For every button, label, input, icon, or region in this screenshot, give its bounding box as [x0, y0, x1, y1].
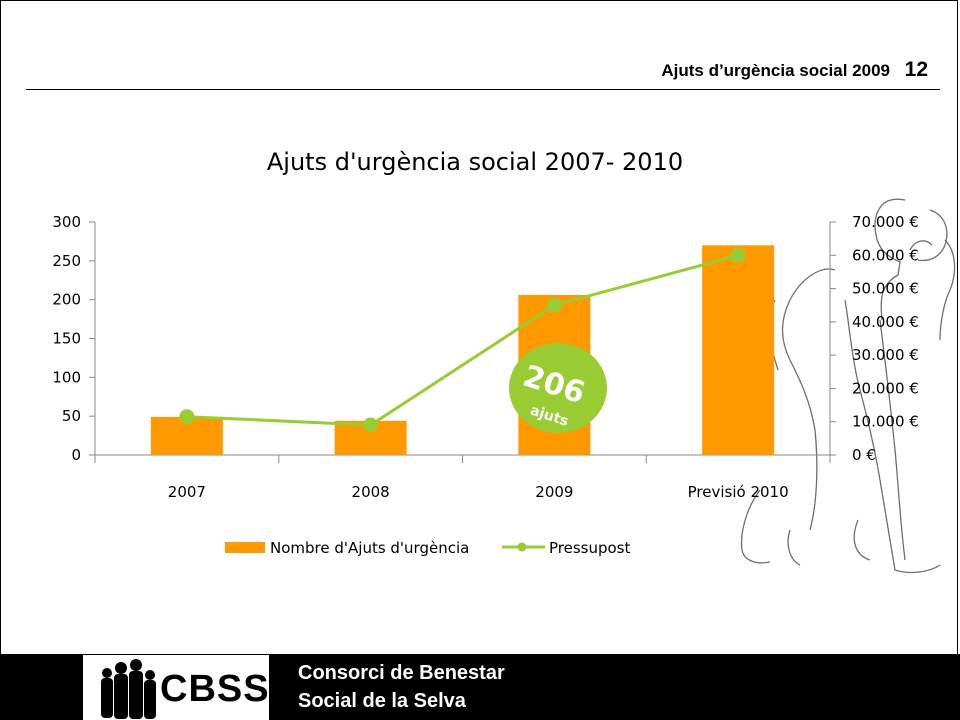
org-name-line2: Social de la Selva — [298, 690, 466, 712]
y-tick-label-left: 0 — [71, 446, 81, 464]
budget-line — [186, 253, 739, 427]
x-tick-label: 2008 — [352, 483, 390, 501]
x-tick-label: Previsió 2010 — [688, 483, 789, 501]
chart-title: Ajuts d'urgència social 2007- 2010 — [267, 148, 683, 176]
y-tick-label-left: 300 — [52, 213, 81, 231]
page-number: 12 — [904, 58, 928, 81]
y-tick-label-left: 150 — [52, 330, 81, 348]
y-tick-label-right: 30.000 € — [852, 346, 919, 364]
y-tick-label-left: 50 — [62, 407, 81, 425]
bar — [702, 245, 775, 455]
chart: Ajuts d'urgència social 2007- 2010 0 50 10… — [52, 148, 956, 574]
y-tick-label-right: 70.000 € — [852, 213, 919, 231]
y-tick-label-right: 60.000 € — [852, 246, 919, 264]
family-illustration — [740, 198, 956, 574]
y-tick-label-right: 20.000 € — [852, 379, 919, 397]
org-name-line1: Consorci de Benestar — [298, 662, 505, 684]
logo-text: CBSS — [160, 668, 270, 710]
annotation-circle — [509, 343, 607, 433]
budget-point — [179, 409, 195, 425]
y-tick-label-right: 40.000 € — [852, 313, 919, 331]
people-logo-icon — [101, 659, 156, 719]
x-tick-label: 2007 — [168, 483, 206, 501]
slide-frame — [0, 0, 958, 654]
y-tick-label-left: 200 — [52, 291, 81, 309]
header-title: Ajuts d’urgència social 2009 — [661, 61, 890, 80]
header-rule — [26, 89, 940, 90]
annotation-bubble: 206 ajuts — [509, 343, 607, 433]
y-tick-label-right: 10.000 € — [852, 413, 919, 431]
y-tick-label-right: 0 € — [852, 446, 876, 464]
budget-point — [730, 247, 746, 263]
x-tick-label: 2009 — [535, 483, 573, 501]
legend-label-budget: Pressupost — [549, 539, 630, 557]
legend-marker-budget — [517, 542, 527, 552]
budget-point — [363, 417, 379, 433]
y-tick-label-left: 100 — [52, 368, 81, 386]
legend: Nombre d'Ajuts d'urgència Pressupost — [225, 539, 630, 557]
legend-swatch-bars — [225, 542, 265, 553]
logo-box: CBSS — [83, 655, 269, 720]
legend-label-bars: Nombre d'Ajuts d'urgència — [270, 539, 469, 557]
y-tick-label-right: 50.000 € — [852, 280, 919, 298]
budget-point — [546, 297, 562, 313]
y-tick-label-left: 250 — [52, 252, 81, 270]
